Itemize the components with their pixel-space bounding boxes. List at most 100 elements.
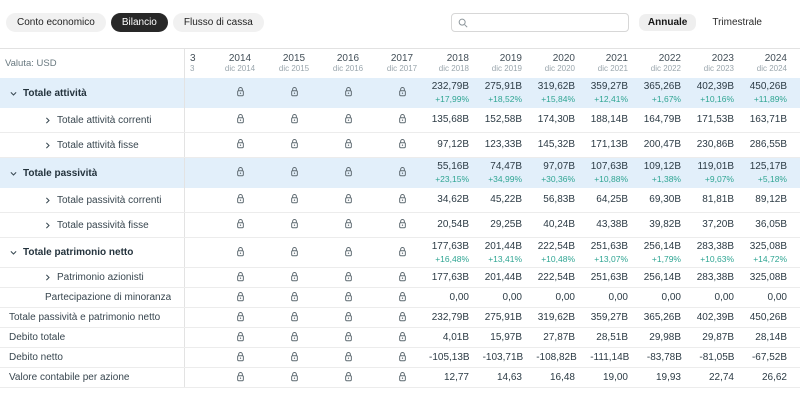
lock-icon[interactable]: [290, 269, 299, 287]
lock-icon[interactable]: [236, 244, 245, 262]
chevron-down-icon[interactable]: [8, 248, 18, 258]
cell-change-percent: +13,07%: [594, 253, 628, 264]
lock-icon[interactable]: [398, 244, 407, 262]
chevron-right-icon[interactable]: [42, 220, 52, 230]
chevron-right-icon[interactable]: [42, 140, 52, 150]
lock-icon[interactable]: [344, 164, 353, 182]
tab-bilancio[interactable]: Bilancio: [110, 13, 168, 32]
lock-icon[interactable]: [236, 84, 245, 102]
cell-value: -67,52B: [751, 351, 787, 363]
lock-icon[interactable]: [344, 369, 353, 387]
table-row[interactable]: Totale passività e patrimonio netto 232,7…: [0, 308, 800, 328]
lock-icon[interactable]: [344, 84, 353, 102]
tab-conto-economico[interactable]: Conto economico: [6, 13, 106, 32]
lock-icon[interactable]: [290, 244, 299, 262]
cell-value: 171,13B: [590, 139, 628, 150]
lock-icon[interactable]: [344, 349, 353, 367]
value-cell: 81,81B: [694, 188, 747, 212]
lock-icon[interactable]: [290, 289, 299, 307]
value-cell: 359,27B: [588, 308, 641, 327]
locked-value-cell: [213, 108, 267, 132]
lock-icon[interactable]: [290, 329, 299, 347]
chevron-right-icon[interactable]: [42, 273, 52, 283]
value-cell: 450,26B: [747, 308, 800, 327]
chevron-right-icon[interactable]: [42, 195, 52, 205]
lock-icon[interactable]: [344, 309, 353, 327]
cell-value: 164,79B: [643, 114, 681, 125]
lock-icon[interactable]: [398, 309, 407, 327]
lock-icon[interactable]: [398, 289, 407, 307]
search-input[interactable]: [471, 15, 628, 30]
lock-icon[interactable]: [290, 216, 299, 234]
lock-icon[interactable]: [344, 136, 353, 154]
lock-icon[interactable]: [236, 369, 245, 387]
lock-icon[interactable]: [290, 164, 299, 182]
cell-value: 19,93: [655, 371, 681, 383]
lock-icon[interactable]: [398, 84, 407, 102]
table-row[interactable]: Totale passività correnti 34,62B 45,22B 56,…: [0, 188, 800, 213]
lock-icon[interactable]: [236, 289, 245, 307]
tab-flusso-di-cassa[interactable]: Flusso di cassa: [172, 13, 264, 32]
lock-icon[interactable]: [236, 111, 245, 129]
lock-icon[interactable]: [344, 216, 353, 234]
period-trimestrale-button[interactable]: Trimestrale: [706, 14, 768, 31]
lock-icon[interactable]: [236, 349, 245, 367]
table-row[interactable]: Totale passività fisse 20,54B 29,25B 40,24B…: [0, 213, 800, 238]
lock-icon[interactable]: [290, 349, 299, 367]
period-annuale-button[interactable]: Annuale: [638, 14, 697, 31]
cell-value: 81,81B: [702, 194, 734, 205]
lock-icon[interactable]: [290, 369, 299, 387]
lock-icon[interactable]: [236, 309, 245, 327]
lock-icon[interactable]: [398, 191, 407, 209]
search-box[interactable]: [450, 13, 629, 32]
row-label: Totale passività correnti: [5, 195, 162, 206]
lock-icon[interactable]: [236, 329, 245, 347]
cell-value: 365,26B: [643, 81, 681, 93]
lock-icon[interactable]: [344, 329, 353, 347]
lock-icon[interactable]: [236, 164, 245, 182]
lock-icon[interactable]: [236, 216, 245, 234]
lock-icon[interactable]: [398, 349, 407, 367]
lock-icon[interactable]: [344, 289, 353, 307]
lock-icon[interactable]: [290, 309, 299, 327]
lock-icon[interactable]: [398, 369, 407, 387]
row-label-text: Valore contabile per azione: [9, 372, 130, 383]
lock-icon[interactable]: [344, 191, 353, 209]
table-row[interactable]: Totale passività 55,16B +23,15% 74,47B +34,9…: [0, 158, 800, 188]
table-row[interactable]: Patrimonio azionisti 177,63B 201,44B 222,54…: [0, 268, 800, 288]
chevron-down-icon[interactable]: [8, 88, 18, 98]
lock-icon[interactable]: [290, 136, 299, 154]
lock-icon[interactable]: [236, 269, 245, 287]
lock-icon[interactable]: [290, 84, 299, 102]
lock-icon[interactable]: [398, 111, 407, 129]
lock-icon[interactable]: [236, 191, 245, 209]
lock-icon[interactable]: [398, 269, 407, 287]
locked-value-cell: [321, 368, 375, 387]
table-row[interactable]: Totale attività 232,79B +17,99% 275,91B +18,…: [0, 78, 800, 108]
table-body: Totale attività 232,79B +17,99% 275,91B +18,…: [0, 78, 800, 388]
lock-icon[interactable]: [398, 136, 407, 154]
locked-value-cell: [375, 328, 429, 347]
value-cell: 97,07B +30,36%: [535, 158, 588, 188]
table-row[interactable]: Totale patrimonio netto 177,63B +16,48% 201…: [0, 238, 800, 268]
table-row[interactable]: Debito netto -105,13B -103,71B -108,82B -111…: [0, 348, 800, 368]
table-row[interactable]: Totale attività correnti 135,68B 152,58B 17…: [0, 108, 800, 133]
lock-icon[interactable]: [398, 164, 407, 182]
lock-icon[interactable]: [398, 216, 407, 234]
table-row[interactable]: Valore contabile per azione 12,77 14,63 16,…: [0, 368, 800, 388]
cell-value: 201,44B: [484, 271, 522, 283]
lock-icon[interactable]: [344, 269, 353, 287]
cell-change-percent: +14,72%: [753, 253, 787, 264]
lock-icon[interactable]: [344, 111, 353, 129]
lock-icon[interactable]: [398, 329, 407, 347]
table-row[interactable]: Totale attività fisse 97,12B 123,33B 145,32…: [0, 133, 800, 158]
lock-icon[interactable]: [290, 191, 299, 209]
lock-icon[interactable]: [290, 111, 299, 129]
chevron-down-icon[interactable]: [8, 168, 18, 178]
table-row[interactable]: Debito totale 4,01B 15,97B 27,87B 28,51B 29,9…: [0, 328, 800, 348]
chevron-right-icon[interactable]: [42, 115, 52, 125]
lock-icon[interactable]: [236, 136, 245, 154]
lock-icon[interactable]: [344, 244, 353, 262]
locked-value-cell: [375, 78, 429, 108]
table-row[interactable]: Partecipazione di minoranza 0,00 0,00 0,00 0…: [0, 288, 800, 308]
